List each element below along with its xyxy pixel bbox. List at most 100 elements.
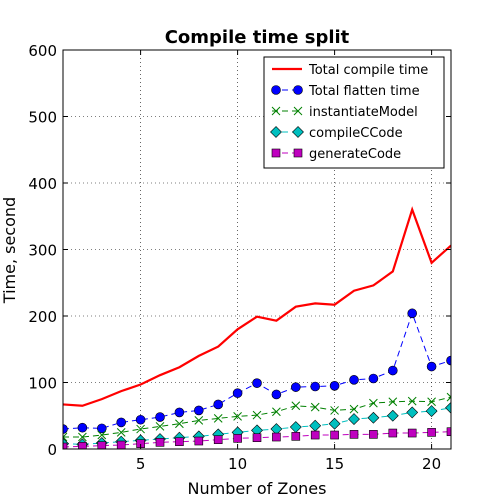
legend-label: generateCode (309, 147, 401, 162)
data-point-instantiatemodel (155, 422, 165, 431)
data-point-compileccode (328, 417, 341, 430)
data-point-total-flatten-time (349, 375, 359, 385)
data-point-total-flatten-time (213, 399, 223, 410)
data-point-total-flatten-time (446, 355, 451, 366)
data-point-generatecode (155, 438, 165, 447)
data-point-total-flatten-time (194, 405, 204, 416)
data-point-instantiatemodel (136, 424, 145, 434)
data-point-total-flatten-time (97, 423, 107, 434)
data-point-instantiatemodel (407, 396, 417, 406)
data-point-generatecode (194, 436, 204, 446)
legend-marker (271, 106, 281, 116)
x-tick-label: 5 (136, 455, 146, 473)
chart-title: Compile time split (165, 27, 350, 48)
legend-item-instantiatemodel: instantiateModel (271, 105, 418, 120)
y-tick-label: 100 (28, 375, 57, 393)
data-point-total-flatten-time (329, 381, 340, 391)
x-tick-label: 15 (325, 455, 344, 473)
series-layer (63, 206, 451, 449)
legend-marker (293, 85, 303, 95)
data-point-generatecode (310, 430, 320, 440)
data-point-instantiatemodel (116, 428, 126, 437)
data-point-generatecode (369, 430, 378, 439)
legend-item-total-flatten-time: Total flatten time (271, 84, 420, 99)
data-point-instantiatemodel (427, 397, 436, 407)
series-line-total-compile-time (63, 206, 451, 407)
data-point-instantiatemodel (194, 416, 204, 425)
legend-marker (292, 126, 304, 138)
data-point-total-flatten-time (310, 381, 321, 392)
data-point-instantiatemodel (272, 407, 281, 417)
data-point-total-flatten-time (232, 388, 243, 398)
data-point-generatecode (97, 441, 107, 449)
data-point-total-flatten-time (174, 407, 185, 418)
legend-label: Total flatten time (308, 84, 420, 99)
series-total-compile-time (63, 206, 451, 407)
data-point-instantiatemodel (291, 401, 301, 411)
data-point-compileccode (425, 405, 438, 418)
legend-item-generatecode: generateCode (271, 147, 401, 162)
data-point-instantiatemodel (388, 397, 398, 407)
data-point-instantiatemodel (369, 398, 378, 408)
data-point-instantiatemodel (78, 432, 87, 442)
data-point-generatecode (272, 432, 281, 442)
data-point-generatecode (330, 430, 339, 440)
data-point-compileccode (348, 413, 360, 425)
legend-marker (293, 148, 303, 158)
data-point-total-flatten-time (77, 422, 88, 433)
data-point-total-flatten-time (387, 365, 398, 376)
data-point-compileccode (406, 406, 419, 419)
data-point-generatecode (407, 428, 417, 438)
data-point-total-flatten-time (135, 414, 146, 425)
data-point-total-flatten-time (155, 412, 165, 422)
data-point-compileccode (386, 409, 399, 422)
y-tick-label: 0 (47, 441, 57, 459)
y-axis-label: Time, second (0, 197, 19, 304)
data-point-generatecode (427, 428, 436, 437)
data-point-total-flatten-time (63, 424, 68, 434)
y-tick-label: 200 (28, 308, 57, 326)
x-tick-label: 20 (422, 455, 441, 473)
legend-marker (271, 148, 281, 158)
data-point-total-flatten-time (368, 373, 379, 384)
data-point-generatecode (446, 427, 451, 437)
data-point-generatecode (213, 435, 223, 444)
series-generatecode (63, 427, 451, 449)
legend-label: compileCCode (309, 126, 403, 141)
data-point-total-flatten-time (252, 378, 262, 388)
data-point-generatecode (175, 437, 184, 446)
data-point-instantiatemodel (310, 402, 320, 412)
legend: Total compile time Total flatten time inst… (263, 56, 445, 169)
data-point-generatecode (388, 428, 398, 438)
data-point-generatecode (233, 434, 242, 443)
data-point-generatecode (291, 432, 301, 441)
series-total-flatten-time (63, 308, 451, 434)
legend-marker (271, 85, 281, 95)
data-point-instantiatemodel (330, 406, 339, 415)
data-point-generatecode (63, 442, 68, 449)
data-point-compileccode (367, 411, 380, 424)
series-instantiatemodel (63, 392, 451, 442)
y-tick-label: 500 (28, 109, 57, 127)
y-tick-label: 600 (28, 42, 57, 60)
legend-item-compileccode: compileCCode (270, 126, 403, 141)
data-point-generatecode (252, 433, 262, 442)
x-axis-label: Number of Zones (188, 479, 327, 498)
data-point-instantiatemodel (175, 419, 184, 429)
data-point-instantiatemodel (213, 414, 223, 423)
x-tick-label: 10 (228, 455, 247, 473)
data-point-instantiatemodel (63, 432, 68, 442)
data-point-instantiatemodel (233, 412, 242, 421)
legend-item-total-compile-time: Total compile time (272, 63, 428, 78)
data-point-generatecode (116, 440, 126, 449)
y-tick-label: 400 (28, 175, 57, 193)
data-point-generatecode (349, 430, 359, 439)
data-point-instantiatemodel (97, 430, 107, 440)
legend-label: Total compile time (308, 63, 428, 78)
data-point-generatecode (78, 442, 87, 449)
data-point-total-flatten-time (407, 308, 418, 319)
legend-marker (270, 126, 282, 138)
